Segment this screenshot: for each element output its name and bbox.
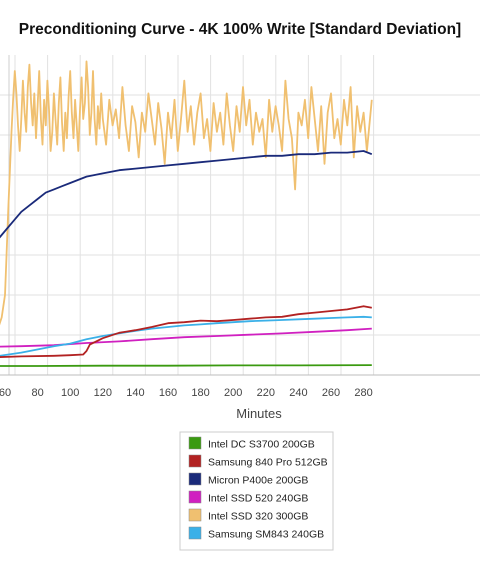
series-line (0, 305, 372, 358)
legend-label: Micron P400e 200GB (208, 475, 308, 487)
grid (0, 55, 480, 376)
x-tick-label: 220 (257, 387, 275, 399)
x-tick-label: 100 (61, 387, 79, 399)
legend-label: Samsung 840 Pro 512GB (208, 457, 328, 469)
legend-swatch (188, 454, 202, 468)
x-tick-label: 240 (289, 387, 307, 399)
series-lines (0, 60, 373, 367)
legend-swatch (188, 436, 202, 450)
series-line (0, 60, 373, 326)
series-line (0, 364, 372, 367)
legend-swatch (188, 472, 202, 486)
legend-label: Samsung SM843 240GB (208, 529, 324, 541)
legend: Intel DC S3700 200GB Samsung 840 Pro 512G… (179, 431, 334, 551)
x-axis-ticks: 60 80 100 120 140 160 180 200 220 240 260 280 (0, 387, 373, 399)
x-tick-label: 260 (322, 387, 340, 399)
legend-label: Intel SSD 320 300GB (208, 511, 308, 523)
legend-swatch (188, 490, 202, 504)
x-tick-label: 140 (126, 387, 144, 399)
series-line (0, 150, 373, 239)
x-tick-label: 280 (354, 387, 372, 399)
chart-title: Preconditioning Curve - 4K 100% Write [S… (19, 21, 461, 38)
x-tick-label: 200 (224, 387, 242, 399)
x-axis-label: Minutes (236, 406, 282, 421)
legend-frame (179, 431, 334, 551)
x-tick-label: 160 (159, 387, 177, 399)
legend-label: Intel SSD 520 240GB (208, 493, 308, 505)
x-tick-label: 120 (94, 387, 112, 399)
legend-label: Intel DC S3700 200GB (208, 439, 315, 451)
series-line (0, 327, 372, 348)
series-line (0, 315, 372, 357)
x-tick-label: 80 (31, 387, 43, 399)
x-tick-label: 60 (0, 387, 11, 399)
legend-swatch (188, 508, 202, 522)
x-tick-label: 180 (191, 387, 209, 399)
legend-swatch (188, 526, 202, 540)
